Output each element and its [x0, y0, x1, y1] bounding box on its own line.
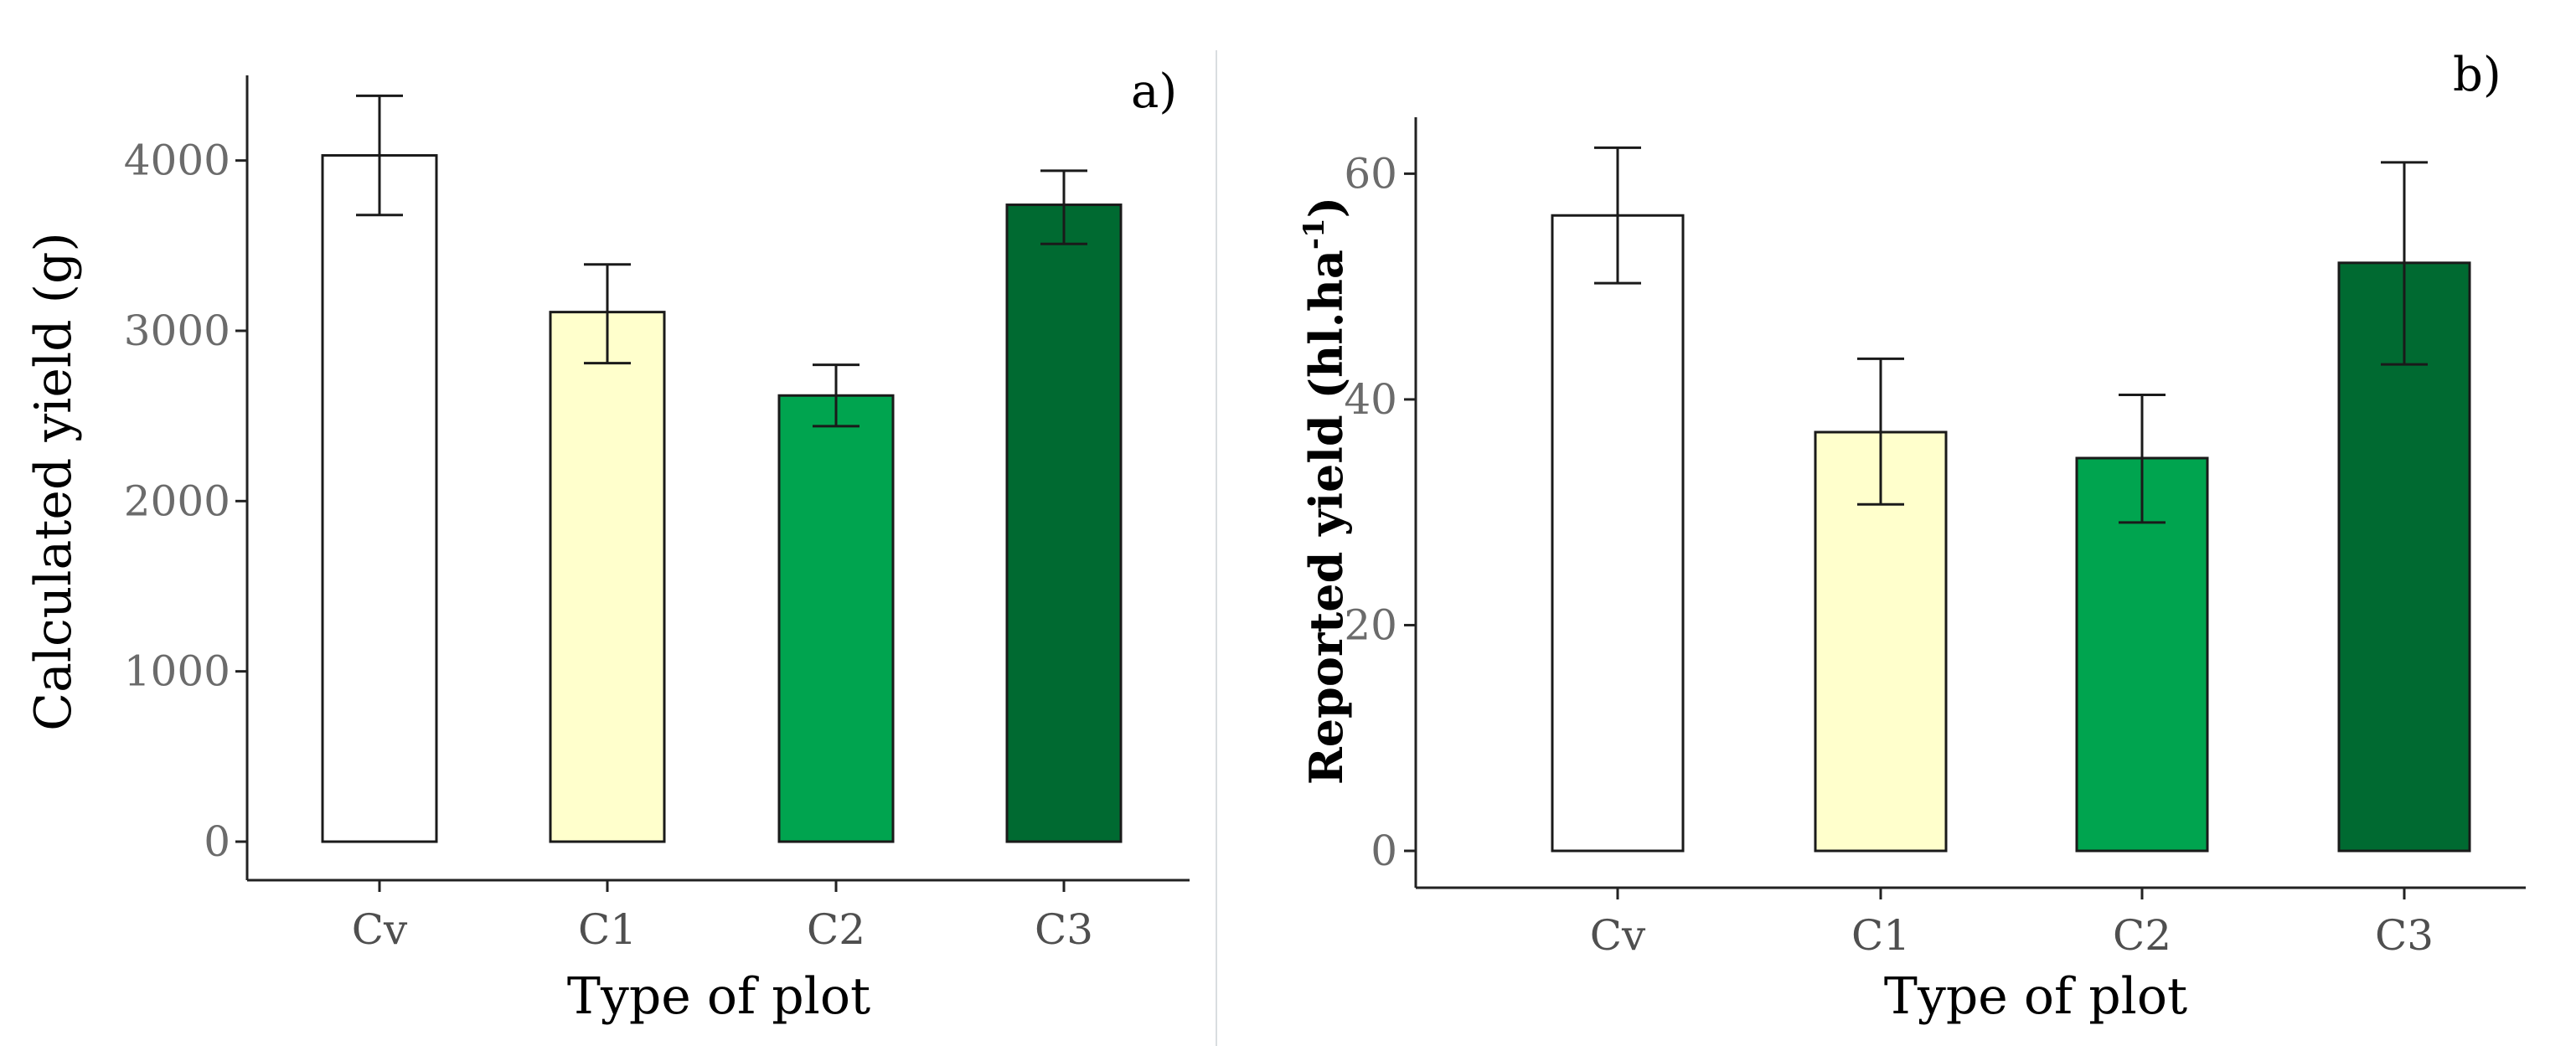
x-tick-label-cv: Cv [352, 905, 408, 954]
y-tick-label: 2000 [124, 477, 230, 525]
bar-c1 [549, 311, 666, 843]
y-tick-label: 40 [1344, 375, 1397, 424]
panel-a-y-axis-title: Calculated yield (g) [24, 232, 83, 731]
panel-a-error-bars [356, 94, 1087, 428]
x-tick-label-c2: C2 [807, 905, 865, 954]
y-tick-label: 20 [1344, 600, 1397, 649]
y-tick-label: 1000 [124, 647, 230, 696]
panel-a-y-ticks: 0 1000 2000 3000 4000 [124, 137, 247, 866]
x-tick-label-c1: C1 [1851, 911, 1910, 960]
panel-b-y-axis-title-suffix: ) [1299, 197, 1353, 219]
panel-a-calculated-yield: a) 0 1000 2000 3000 4000 Cv C1 C2 C3 Type of pl… [24, 64, 1190, 1026]
bar-cv [321, 154, 438, 843]
panel-b-y-ticks: 0 20 40 60 [1344, 149, 1416, 875]
panel-a-x-ticks: Cv C1 C2 C3 [352, 880, 1093, 954]
y-tick-label: 0 [1371, 827, 1397, 875]
panel-b-bars [1551, 214, 2471, 853]
x-tick-label-c1: C1 [578, 905, 637, 954]
y-tick-label: 4000 [124, 137, 230, 185]
panel-a-bars [321, 154, 1123, 843]
bar-c2 [777, 394, 895, 843]
panel-b-reported-yield: b) 0 20 40 60 Cv C1 C2 C3 Type of plot Reporte… [1298, 48, 2526, 1026]
panel-b-x-ticks: Cv C1 C2 C3 [1590, 888, 2434, 960]
panel-b-y-axis-title: Reported yield (hl.ha-1) [1298, 197, 1353, 785]
x-tick-label-c3: C3 [1035, 905, 1093, 954]
x-tick-label-cv: Cv [1590, 911, 1646, 960]
error-bar-c3 [2381, 161, 2428, 366]
y-tick-label: 3000 [124, 307, 230, 355]
panel-b-x-axis-title: Type of plot [1884, 967, 2187, 1026]
panel-b-error-bars [1594, 146, 2428, 524]
error-bar-c3 [1040, 169, 1087, 245]
bar-cv [1551, 214, 1685, 853]
error-bar-c1 [1857, 357, 1904, 506]
error-bar-cv [1594, 146, 1641, 285]
y-tick-label: 0 [204, 817, 230, 866]
bar-c3 [1005, 204, 1123, 843]
error-bar-c2 [2119, 394, 2166, 524]
panel-a-label: a) [1131, 64, 1177, 119]
error-bar-c2 [813, 363, 860, 428]
panel-b-label: b) [2453, 48, 2501, 102]
panel-a-x-axis-title: Type of plot [567, 967, 870, 1026]
panel-b-y-axis-title-main: Reported yield (hl.ha [1299, 250, 1353, 785]
error-bar-c1 [584, 263, 631, 365]
panel-b-y-axis-title-superscript: -1 [1298, 218, 1331, 250]
x-tick-label-c3: C3 [2375, 911, 2434, 960]
y-tick-label: 60 [1344, 149, 1397, 198]
x-tick-label-c2: C2 [2113, 911, 2171, 960]
error-bar-cv [356, 94, 403, 217]
